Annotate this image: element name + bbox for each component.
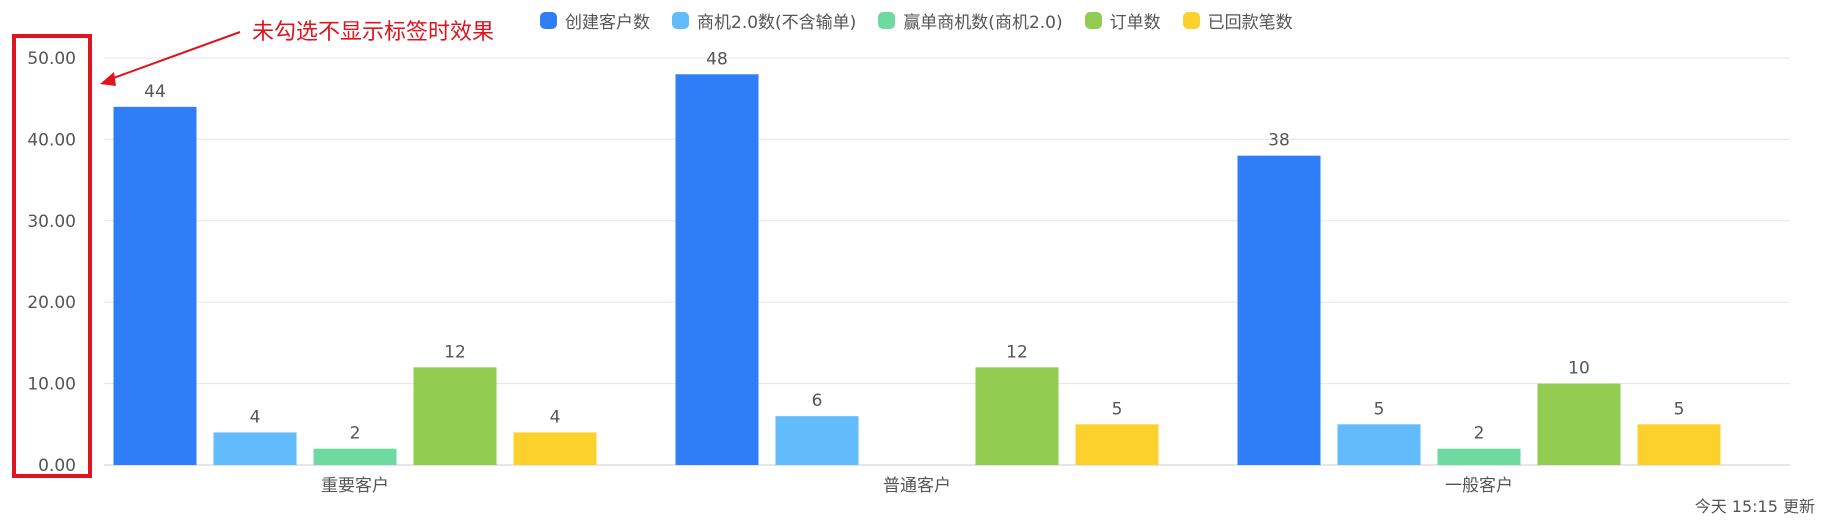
- bar[interactable]: [1237, 155, 1321, 465]
- data-label: 10: [1568, 359, 1590, 379]
- bar[interactable]: [1337, 424, 1421, 465]
- legend-item[interactable]: 商机2.0数(不含输单): [672, 8, 856, 33]
- y-tick-label: 40.00: [27, 130, 76, 150]
- data-label: 5: [1674, 399, 1685, 419]
- legend-item[interactable]: 赢单商机数(商机2.0): [878, 8, 1063, 33]
- x-tick-label: 一般客户: [1445, 476, 1513, 496]
- y-tick-label: 30.00: [27, 212, 76, 232]
- legend-label: 商机2.0数(不含输单): [697, 13, 857, 33]
- data-label: 5: [1112, 399, 1123, 419]
- data-label: 5: [1374, 399, 1385, 419]
- bar[interactable]: [1075, 424, 1159, 465]
- bar[interactable]: [1437, 448, 1521, 465]
- bar[interactable]: [775, 416, 859, 465]
- bar[interactable]: [413, 367, 497, 465]
- legend-item[interactable]: 已回款笔数: [1182, 8, 1293, 33]
- data-label: 2: [350, 424, 361, 444]
- legend-label: 赢单商机数(商机2.0): [903, 13, 1063, 33]
- x-tick-label: 普通客户: [883, 476, 951, 496]
- data-label: 12: [1006, 342, 1028, 362]
- y-tick-label: 10.00: [27, 375, 76, 395]
- bar[interactable]: [975, 367, 1059, 465]
- bar[interactable]: [1537, 383, 1621, 465]
- data-label: 48: [706, 49, 728, 69]
- data-label: 38: [1268, 131, 1290, 151]
- legend-swatch: [672, 12, 689, 29]
- y-tick-label: 50.00: [27, 49, 76, 69]
- legend-swatch: [1182, 12, 1200, 29]
- data-label: 4: [550, 407, 561, 427]
- update-timestamp: 今天 15:15 更新: [1694, 497, 1815, 516]
- data-label: 12: [444, 342, 466, 362]
- legend-swatch: [878, 12, 896, 29]
- annotation-text: 未勾选不显示标签时效果: [252, 20, 495, 45]
- y-tick-label: 20.00: [27, 293, 76, 313]
- data-label: 44: [144, 82, 166, 102]
- bar[interactable]: [1637, 424, 1721, 465]
- legend-swatch: [540, 12, 557, 29]
- legend-item[interactable]: 订单数: [1084, 8, 1161, 33]
- highlight-box: [12, 34, 92, 478]
- chart-legend: 创建客户数 商机2.0数(不含输单) 赢单商机数(商机2.0) 订单数 已回款笔数: [540, 8, 1293, 33]
- legend-item[interactable]: 创建客户数: [540, 8, 650, 33]
- bar[interactable]: [313, 448, 397, 465]
- legend-label: 创建客户数: [565, 13, 650, 33]
- bar[interactable]: [513, 432, 597, 465]
- data-label: 6: [812, 391, 823, 411]
- legend-label: 订单数: [1109, 13, 1161, 33]
- legend-swatch: [1084, 12, 1102, 29]
- y-tick-label: 0.00: [38, 456, 76, 476]
- bar[interactable]: [675, 74, 759, 465]
- bar[interactable]: [213, 432, 297, 465]
- bar[interactable]: [113, 106, 197, 465]
- legend-label: 已回款笔数: [1207, 13, 1293, 33]
- x-tick-label: 重要客户: [321, 476, 389, 496]
- data-label: 4: [250, 407, 261, 427]
- data-label: 2: [1474, 424, 1485, 444]
